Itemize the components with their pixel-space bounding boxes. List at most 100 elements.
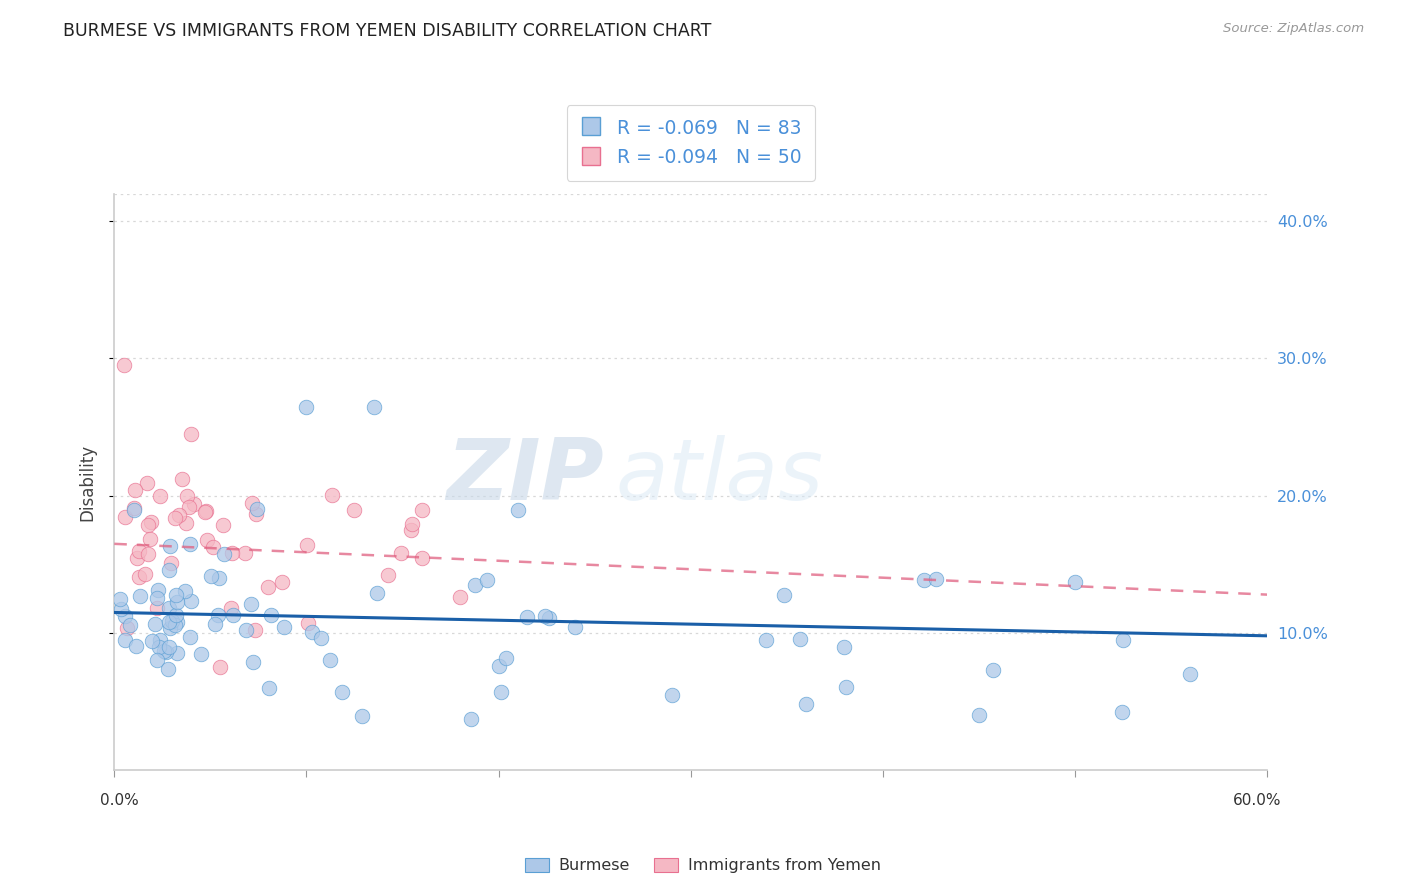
Point <box>981 663 1004 677</box>
Text: 0.0%: 0.0% <box>100 793 139 808</box>
Point <box>295 538 318 552</box>
Point <box>122 501 145 516</box>
Point <box>155 645 177 659</box>
Point <box>489 684 512 698</box>
Point <box>174 583 197 598</box>
Point <box>794 698 817 712</box>
Point <box>194 505 217 519</box>
Point <box>309 631 332 645</box>
Point <box>169 508 191 522</box>
Point <box>377 567 399 582</box>
Point <box>160 556 183 570</box>
Point <box>239 597 262 611</box>
Point <box>170 472 193 486</box>
Point <box>157 564 180 578</box>
Point <box>460 712 482 726</box>
Point <box>399 523 422 537</box>
Point <box>180 594 202 608</box>
Point <box>190 648 212 662</box>
Point <box>411 550 433 565</box>
Point <box>153 644 176 658</box>
Point <box>146 600 169 615</box>
Point <box>114 609 136 624</box>
Point <box>212 517 235 532</box>
Point <box>240 496 263 510</box>
Point <box>533 608 555 623</box>
Point <box>506 502 529 516</box>
Point <box>488 658 510 673</box>
Point <box>564 620 586 634</box>
Point <box>257 681 280 695</box>
Point <box>110 602 132 616</box>
Y-axis label: Disability: Disability <box>79 443 96 521</box>
Point <box>912 573 935 587</box>
Point <box>1111 705 1133 719</box>
Point <box>139 533 162 547</box>
Point <box>219 601 242 615</box>
Point <box>411 502 433 516</box>
Point <box>321 488 343 502</box>
Point <box>159 540 181 554</box>
Point <box>343 502 366 516</box>
Point <box>366 586 388 600</box>
Point <box>120 618 142 632</box>
Point <box>134 566 156 581</box>
Point <box>174 516 197 530</box>
Legend: R = -0.069   N = 83, R = -0.094   N = 50: R = -0.069 N = 83, R = -0.094 N = 50 <box>567 105 815 180</box>
Point <box>789 632 811 646</box>
Point <box>149 632 172 647</box>
Text: ZIP: ZIP <box>447 434 605 517</box>
Point <box>115 621 138 635</box>
Point <box>157 640 180 655</box>
Point <box>165 588 187 602</box>
Point <box>297 615 319 630</box>
Point <box>141 634 163 648</box>
Point <box>125 640 148 654</box>
Point <box>156 662 179 676</box>
Point <box>114 632 136 647</box>
Point <box>146 591 169 606</box>
Point <box>212 547 235 561</box>
Point <box>204 616 226 631</box>
Point <box>208 660 231 674</box>
Point <box>1063 574 1085 589</box>
Point <box>195 503 218 517</box>
Point <box>124 483 146 498</box>
Point <box>165 510 187 524</box>
Point <box>222 608 245 623</box>
Point <box>363 400 385 414</box>
Point <box>245 507 267 521</box>
Point <box>1180 667 1202 681</box>
Point <box>114 510 136 524</box>
Point <box>449 590 471 604</box>
Point <box>179 631 201 645</box>
Point <box>136 475 159 490</box>
Point <box>139 515 162 529</box>
Text: atlas: atlas <box>616 434 824 517</box>
Point <box>166 615 188 629</box>
Point <box>834 640 856 654</box>
Point <box>464 578 486 592</box>
Point <box>235 624 257 638</box>
Point <box>319 652 342 666</box>
Point <box>773 589 796 603</box>
Point <box>755 633 778 648</box>
Point <box>301 624 323 639</box>
Point <box>166 646 188 660</box>
Point <box>146 653 169 667</box>
Point <box>159 615 181 629</box>
Point <box>243 624 266 638</box>
Point <box>246 502 269 516</box>
Point <box>495 650 517 665</box>
Point <box>177 500 200 514</box>
Point <box>295 400 318 414</box>
Point <box>202 540 225 554</box>
Point <box>165 608 187 623</box>
Point <box>143 617 166 632</box>
Point <box>259 608 281 623</box>
Point <box>128 543 150 558</box>
Point <box>149 489 172 503</box>
Point <box>242 655 264 669</box>
Point <box>179 537 201 551</box>
Point <box>128 570 150 584</box>
